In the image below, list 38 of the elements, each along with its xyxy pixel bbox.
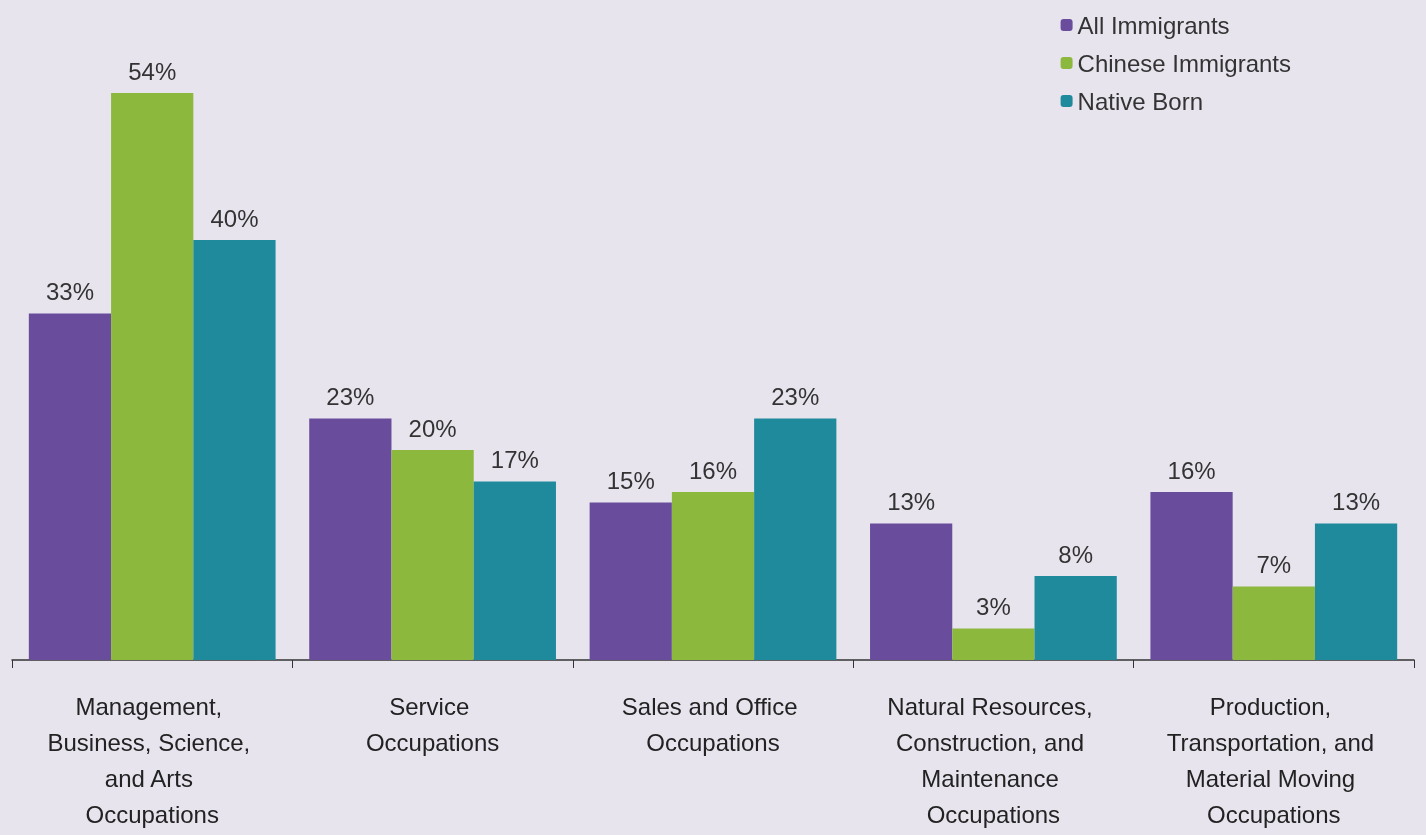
data-label: 40% <box>210 204 259 232</box>
data-label: 13% <box>1332 488 1381 515</box>
bar <box>309 418 392 660</box>
data-label: 54% <box>128 57 177 85</box>
bar <box>193 240 276 660</box>
legend-label: Native Born <box>1077 87 1203 115</box>
bar <box>952 628 1035 660</box>
x-tick-label: Sales and Office Occupations <box>621 692 805 756</box>
legend-label: All Immigrants <box>1077 11 1230 39</box>
bar <box>28 313 112 660</box>
bar <box>1314 523 1398 660</box>
bar <box>671 492 755 660</box>
x-tick-label: Management, Business, Science, and Arts Occupations <box>47 692 257 828</box>
bar <box>391 450 474 660</box>
data-label: 3% <box>976 593 1011 620</box>
bar <box>111 93 194 660</box>
data-label: 23% <box>326 383 375 410</box>
x-tick-label: Natural Resources, Construction, and Maintenance Occupations <box>887 692 1100 828</box>
bar <box>870 523 953 660</box>
data-label: 8% <box>1058 540 1093 568</box>
bar <box>1034 576 1117 660</box>
bar <box>1232 586 1315 660</box>
data-label: 13% <box>887 488 936 515</box>
data-label: 33% <box>45 278 94 305</box>
bar <box>473 481 556 660</box>
data-label: 7% <box>1256 551 1292 578</box>
x-tick-label: Production, Transportation, and Material Moving Occupations <box>1166 692 1381 828</box>
data-label: 16% <box>1167 456 1216 484</box>
data-label: 16% <box>688 456 738 484</box>
data-label: 23% <box>771 383 820 410</box>
legend-label: Chinese Immigrants <box>1077 49 1292 77</box>
bar <box>1150 492 1233 660</box>
data-label: 17% <box>490 446 539 473</box>
x-tick-label: Service Occupations <box>365 692 500 756</box>
bar <box>589 502 672 660</box>
data-label: 15% <box>606 467 655 494</box>
bar <box>754 418 837 660</box>
data-label: 20% <box>408 414 457 442</box>
